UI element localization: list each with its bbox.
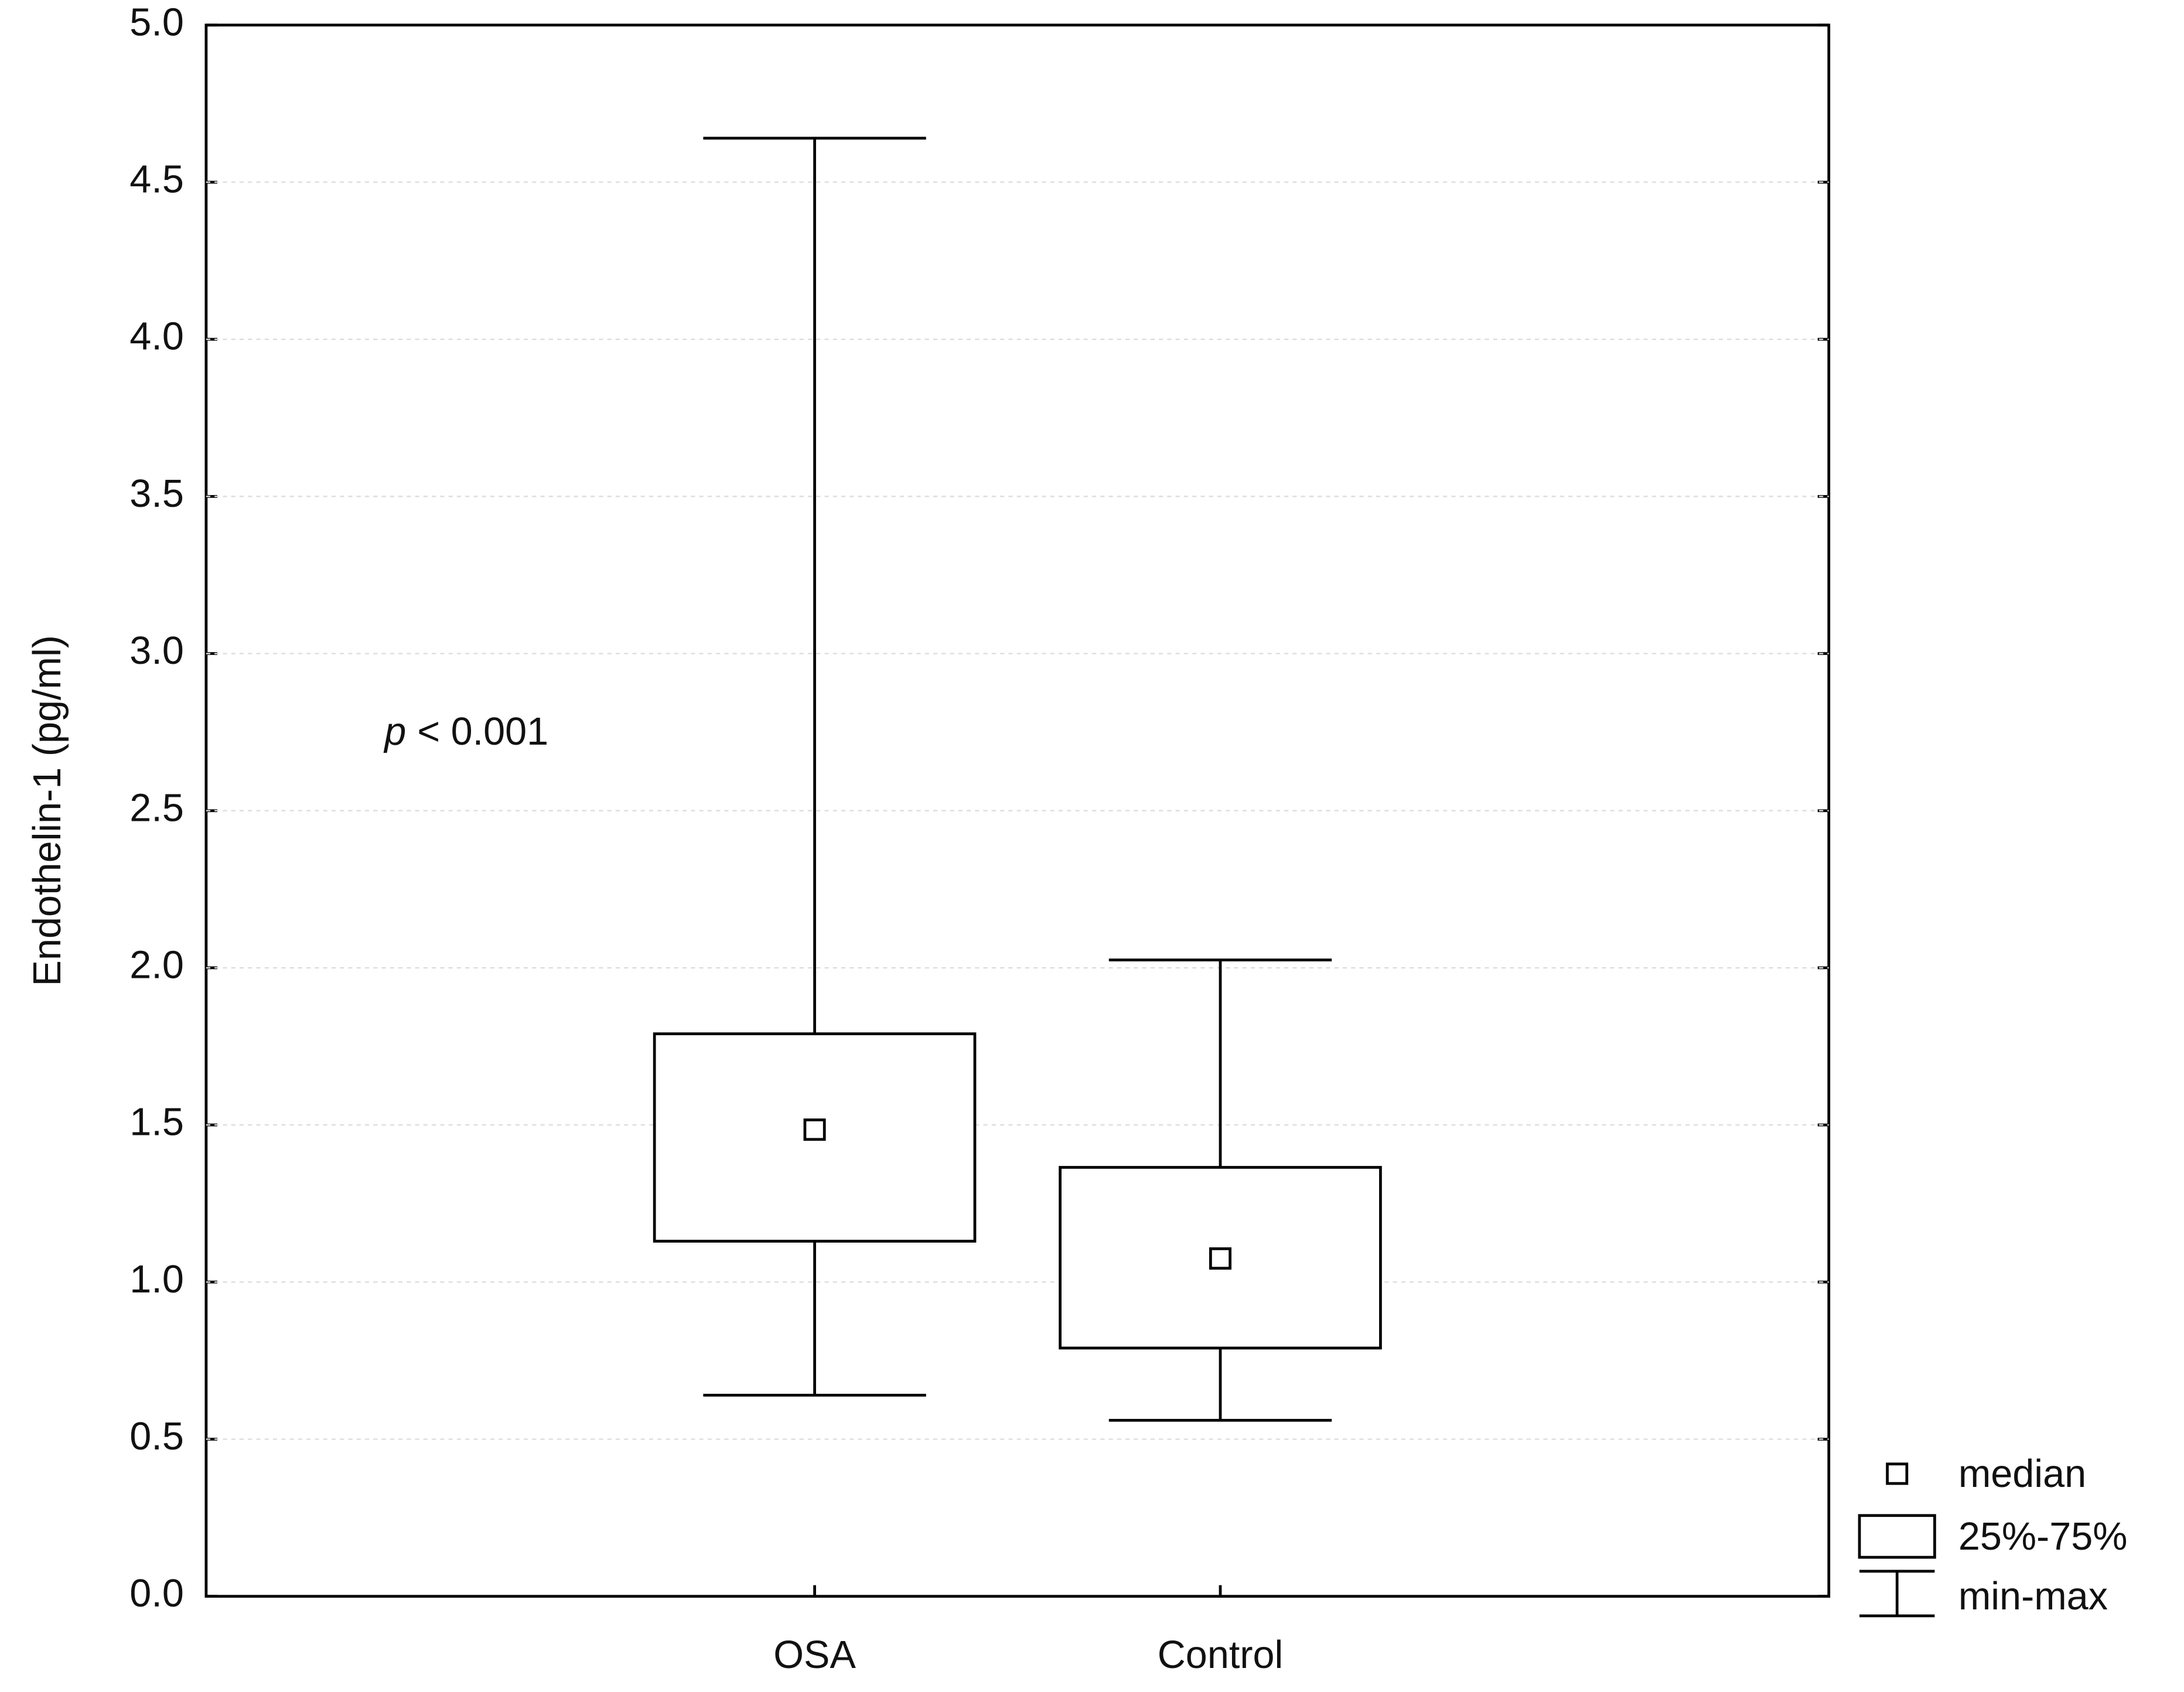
median [803, 1118, 826, 1141]
legend-label: min-max [1958, 1575, 2108, 1618]
annotation: p < 0.001 [383, 710, 548, 753]
y-tick-label: 0.0 [129, 1572, 184, 1615]
legend-median-symbol [1886, 1462, 1909, 1485]
legend-label: median [1958, 1452, 2086, 1496]
y-tick-label: 0.5 [129, 1415, 184, 1458]
legend-box-symbol [1858, 1514, 1936, 1559]
x-tick-label: Control [1158, 1633, 1284, 1677]
y-tick-label: 5.0 [129, 1, 184, 44]
y-tick-label: 1.0 [129, 1258, 184, 1301]
median [1209, 1247, 1232, 1270]
y-tick-label: 3.5 [129, 472, 184, 516]
y-tick-label: 1.5 [129, 1101, 184, 1144]
y-tick-label: 3.0 [129, 629, 184, 673]
y-tick-label: 2.0 [129, 943, 184, 987]
x-tick-label: OSA [773, 1633, 856, 1677]
y-tick-label: 2.5 [129, 786, 184, 830]
y-tick-label: 4.5 [129, 158, 184, 202]
annotation-text: < 0.001 [417, 710, 548, 753]
y-axis-label: Endothelin-1 (pg/ml) [26, 635, 69, 986]
legend-label: 25%-75% [1958, 1515, 2128, 1558]
y-tick-label: 4.0 [129, 315, 184, 359]
annotation-symbol: p [383, 710, 406, 753]
